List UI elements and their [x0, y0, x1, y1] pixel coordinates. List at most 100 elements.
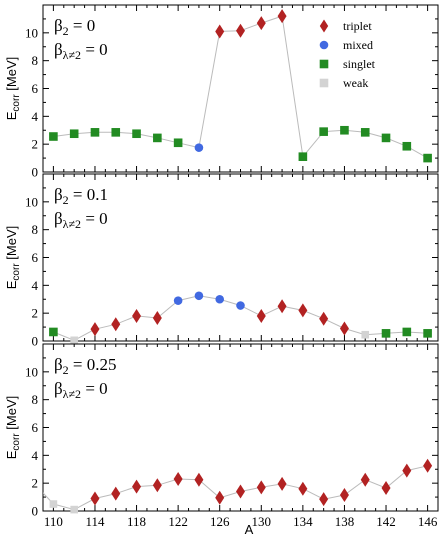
beta-lambda-annotation: βλ≠2 = 0	[54, 40, 108, 62]
data-point-singlet	[319, 127, 328, 136]
data-point-triplet	[215, 24, 225, 39]
data-point-singlet	[402, 327, 412, 337]
y-tick-label: 2	[32, 137, 39, 152]
data-point-triplet	[173, 471, 183, 486]
data-point-weak	[49, 500, 58, 508]
data-point-triplet	[215, 490, 225, 505]
x-tick-label: 138	[335, 514, 355, 529]
data-point-singlet	[423, 329, 432, 338]
data-point-triplet	[277, 299, 287, 314]
legend-label: weak	[343, 76, 368, 90]
data-point-mixed	[173, 296, 183, 305]
x-tick-label: 134	[293, 514, 313, 529]
beta2-annotation: β2 = 0.1	[54, 185, 108, 207]
data-point-singlet	[423, 153, 432, 163]
y-tick-label: 6	[32, 420, 39, 435]
data-point-singlet	[49, 327, 58, 337]
data-point-triplet	[339, 321, 349, 336]
legend-item-mixed: mixed	[319, 38, 373, 52]
y-tick-label: 4	[32, 448, 39, 463]
y-tick-label: 10	[25, 194, 38, 209]
y-tick-label: 0	[32, 334, 39, 349]
y-tick-label: 8	[32, 392, 39, 407]
data-point-triplet	[90, 322, 100, 337]
data-point-triplet	[152, 478, 162, 493]
y-tick-label: 4	[32, 109, 39, 124]
x-tick-labels: 110 114 118 122 126 130 134 138 142 146	[44, 514, 438, 529]
legend-marker-weak	[319, 78, 329, 88]
data-point-mixed	[194, 143, 204, 152]
data-point-triplet	[256, 16, 266, 31]
data-point-triplet	[319, 311, 329, 326]
y-tick-label: 0	[32, 504, 39, 519]
x-tick-label: 142	[376, 514, 396, 529]
legend-item-weak: weak	[319, 76, 368, 90]
data-point-weak	[361, 330, 370, 339]
data-point-singlet	[90, 128, 100, 137]
data-point-triplet	[402, 463, 412, 478]
data-point-triplet	[111, 486, 121, 501]
data-point-triplet	[111, 317, 121, 332]
y-tick-label: 8	[32, 222, 39, 237]
data-point-singlet	[49, 132, 58, 141]
data-point-triplet	[256, 308, 266, 323]
legend-label: mixed	[343, 38, 373, 52]
data-point-singlet	[298, 152, 308, 161]
data-point-triplet	[236, 23, 245, 38]
data-point-singlet	[173, 138, 183, 148]
y-tick-label: 0	[32, 165, 39, 180]
y-tick-label: 2	[32, 306, 39, 321]
data-point-triplet	[277, 9, 287, 24]
y-axis-label: Ecorr [MeV]	[4, 226, 22, 289]
legend: triplet mixed singlet weak	[319, 19, 376, 90]
x-tick-label: 130	[252, 514, 272, 529]
x-tick-label: 146	[418, 514, 438, 529]
panel-2: 0 2 4 6 8 10 Ecorr [MeV] β2 = 0.1βλ≠2 = 0	[4, 173, 439, 349]
y-axis-label: Ecorr [MeV]	[4, 57, 22, 120]
y-tick-label: 4	[32, 278, 39, 293]
data-point-singlet	[360, 128, 370, 137]
y-tick-label: 2	[32, 476, 39, 491]
data-point-mixed	[215, 294, 225, 304]
data-point-triplet	[298, 481, 308, 496]
y-axis-label: Ecorr [MeV]	[4, 396, 22, 459]
data-point-mixed	[194, 291, 204, 301]
y-tick-label: 10	[25, 364, 38, 379]
data-point-triplet	[423, 458, 433, 473]
data-point-triplet	[236, 484, 245, 499]
data-point-singlet	[132, 129, 141, 139]
y-tick-label: 6	[32, 250, 39, 265]
data-point-weak	[70, 336, 78, 345]
data-point-triplet	[339, 487, 349, 502]
beta2-annotation: β2 = 0	[54, 16, 95, 38]
x-tick-label: 122	[168, 514, 188, 529]
data-point-singlet	[340, 125, 349, 135]
x-tick-label: 114	[85, 514, 105, 529]
data-point-triplet	[90, 491, 100, 506]
y-tick-label: 8	[32, 53, 39, 68]
x-tick-label: 118	[127, 514, 146, 529]
data-point-triplet	[194, 472, 204, 487]
data-point-triplet	[360, 472, 370, 487]
data-point-triplet	[298, 303, 308, 318]
beta-lambda-annotation: βλ≠2 = 0	[54, 379, 108, 401]
x-tick-label: 126	[210, 514, 230, 529]
legend-item-singlet: singlet	[319, 57, 376, 71]
data-point-triplet	[152, 311, 162, 326]
data-point-triplet	[132, 308, 142, 323]
legend-item-triplet: triplet	[319, 19, 372, 33]
legend-marker-mixed	[319, 40, 329, 50]
legend-marker-singlet	[319, 59, 329, 69]
data-point-triplet	[319, 492, 329, 507]
data-point-singlet	[111, 128, 121, 137]
data-point-singlet	[402, 141, 412, 151]
data-point-singlet	[381, 133, 391, 143]
data-point-weak	[70, 505, 78, 514]
data-point-triplet	[256, 480, 266, 495]
legend-label: singlet	[343, 57, 376, 71]
beta2-annotation: β2 = 0.25	[54, 355, 117, 377]
data-point-singlet	[153, 133, 162, 143]
x-tick-label: 110	[44, 514, 63, 529]
